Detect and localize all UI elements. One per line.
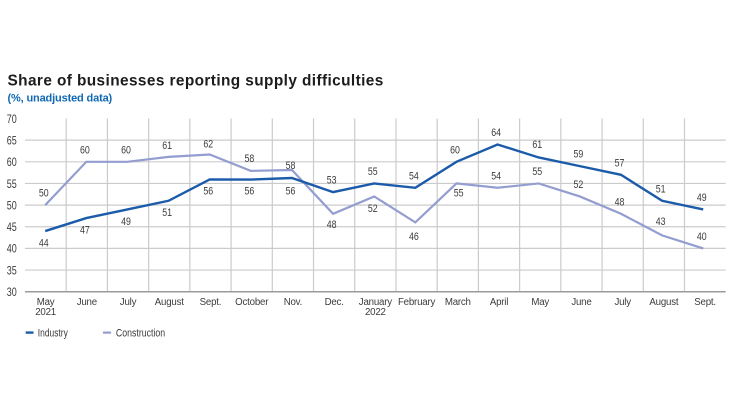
svg-text:55: 55 <box>532 166 542 178</box>
svg-text:59: 59 <box>574 149 584 161</box>
svg-text:Share of businesses reporting: Share of businesses reporting supply dif… <box>8 72 384 89</box>
svg-text:Nov.: Nov. <box>284 297 302 308</box>
svg-text:2021: 2021 <box>35 307 56 318</box>
svg-text:July: July <box>120 297 137 308</box>
svg-text:56: 56 <box>286 186 296 198</box>
svg-text:60: 60 <box>121 144 131 156</box>
svg-text:40: 40 <box>7 244 17 256</box>
svg-text:64: 64 <box>491 127 501 139</box>
svg-text:February: February <box>398 297 436 308</box>
svg-text:49: 49 <box>121 216 131 228</box>
svg-text:65: 65 <box>7 135 17 147</box>
svg-text:30: 30 <box>7 287 17 299</box>
svg-text:August: August <box>649 297 678 308</box>
svg-text:55: 55 <box>368 166 378 178</box>
svg-text:(%, unadjusted data): (%, unadjusted data) <box>8 93 113 105</box>
svg-text:43: 43 <box>656 216 666 228</box>
svg-text:June: June <box>571 297 591 308</box>
svg-text:44: 44 <box>39 237 49 249</box>
svg-text:Sept.: Sept. <box>200 297 222 308</box>
svg-text:May: May <box>37 297 55 308</box>
svg-text:Construction: Construction <box>116 327 165 339</box>
svg-text:March: March <box>445 297 471 308</box>
svg-text:January: January <box>359 297 392 308</box>
svg-text:June: June <box>77 297 97 308</box>
svg-text:54: 54 <box>409 170 419 182</box>
svg-text:70: 70 <box>7 114 17 126</box>
svg-text:50: 50 <box>7 200 17 212</box>
svg-text:60: 60 <box>80 144 90 156</box>
svg-text:57: 57 <box>615 157 625 169</box>
svg-text:51: 51 <box>656 183 666 195</box>
svg-text:50: 50 <box>39 188 49 200</box>
svg-text:45: 45 <box>7 222 17 234</box>
svg-text:56: 56 <box>245 186 255 198</box>
svg-text:40: 40 <box>697 231 707 243</box>
svg-text:Dec.: Dec. <box>325 297 344 308</box>
svg-text:48: 48 <box>327 219 337 231</box>
svg-text:55: 55 <box>7 179 17 191</box>
svg-text:Sept.: Sept. <box>694 297 716 308</box>
svg-text:2022: 2022 <box>365 307 386 318</box>
svg-text:61: 61 <box>532 139 542 151</box>
svg-text:56: 56 <box>203 186 213 198</box>
svg-text:58: 58 <box>286 160 296 172</box>
svg-text:58: 58 <box>245 153 255 165</box>
svg-text:August: August <box>155 297 184 308</box>
svg-text:35: 35 <box>7 265 17 277</box>
svg-text:October: October <box>235 297 269 308</box>
svg-text:47: 47 <box>80 224 90 236</box>
svg-text:52: 52 <box>574 179 584 191</box>
svg-text:July: July <box>614 297 631 308</box>
svg-text:60: 60 <box>7 157 17 169</box>
svg-text:Industry: Industry <box>38 327 69 339</box>
svg-text:51: 51 <box>162 207 172 219</box>
svg-text:61: 61 <box>162 140 172 152</box>
svg-text:April: April <box>490 297 508 308</box>
svg-text:54: 54 <box>491 170 501 182</box>
svg-text:48: 48 <box>615 196 625 208</box>
svg-text:62: 62 <box>203 139 213 151</box>
svg-text:55: 55 <box>454 188 464 200</box>
svg-text:46: 46 <box>409 231 419 243</box>
svg-text:52: 52 <box>368 203 378 215</box>
svg-text:53: 53 <box>327 175 337 187</box>
svg-text:May: May <box>531 297 549 308</box>
svg-text:49: 49 <box>697 192 707 204</box>
svg-text:60: 60 <box>450 144 460 156</box>
